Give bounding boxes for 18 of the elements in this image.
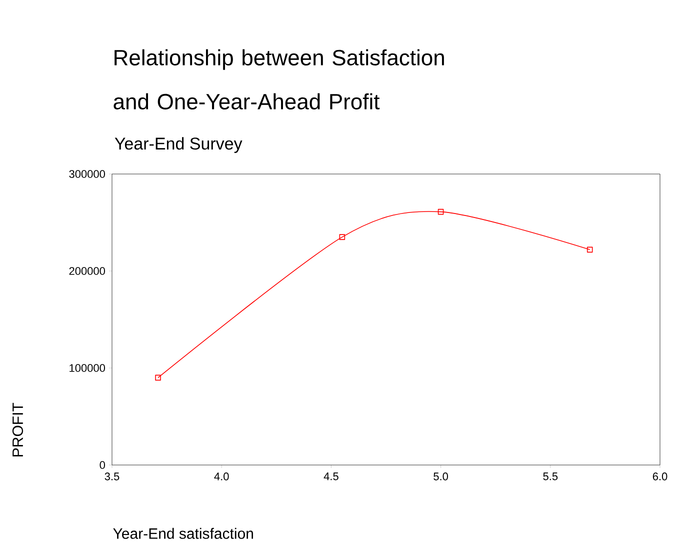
x-tick-label: 6.0 <box>652 472 668 480</box>
y-tick-label: 200000 <box>69 267 106 275</box>
y-tick-label: 0 <box>100 461 106 469</box>
y-tick-label: 100000 <box>70 364 106 372</box>
x-tick-label: 5.0 <box>434 472 448 480</box>
point <box>438 208 444 215</box>
x-tick-label: 5.5 <box>543 472 558 480</box>
x-tick-label: 4.0 <box>214 472 229 480</box>
point <box>339 234 346 240</box>
y-axis-title: PROFIT <box>12 402 24 456</box>
y-tick-label: 300000 <box>69 170 106 178</box>
x-axis-title: Year-End satisfaction <box>113 528 253 539</box>
point <box>155 374 161 381</box>
x-tick-label: 4.5 <box>324 472 338 480</box>
x-tick-label: 3.5 <box>104 472 120 480</box>
chart-subtitle: Year-End Survey <box>114 137 242 154</box>
chart-title: Relationship between Satisfaction and One-Year-Ahead Profit <box>114 49 444 110</box>
point <box>586 246 593 253</box>
